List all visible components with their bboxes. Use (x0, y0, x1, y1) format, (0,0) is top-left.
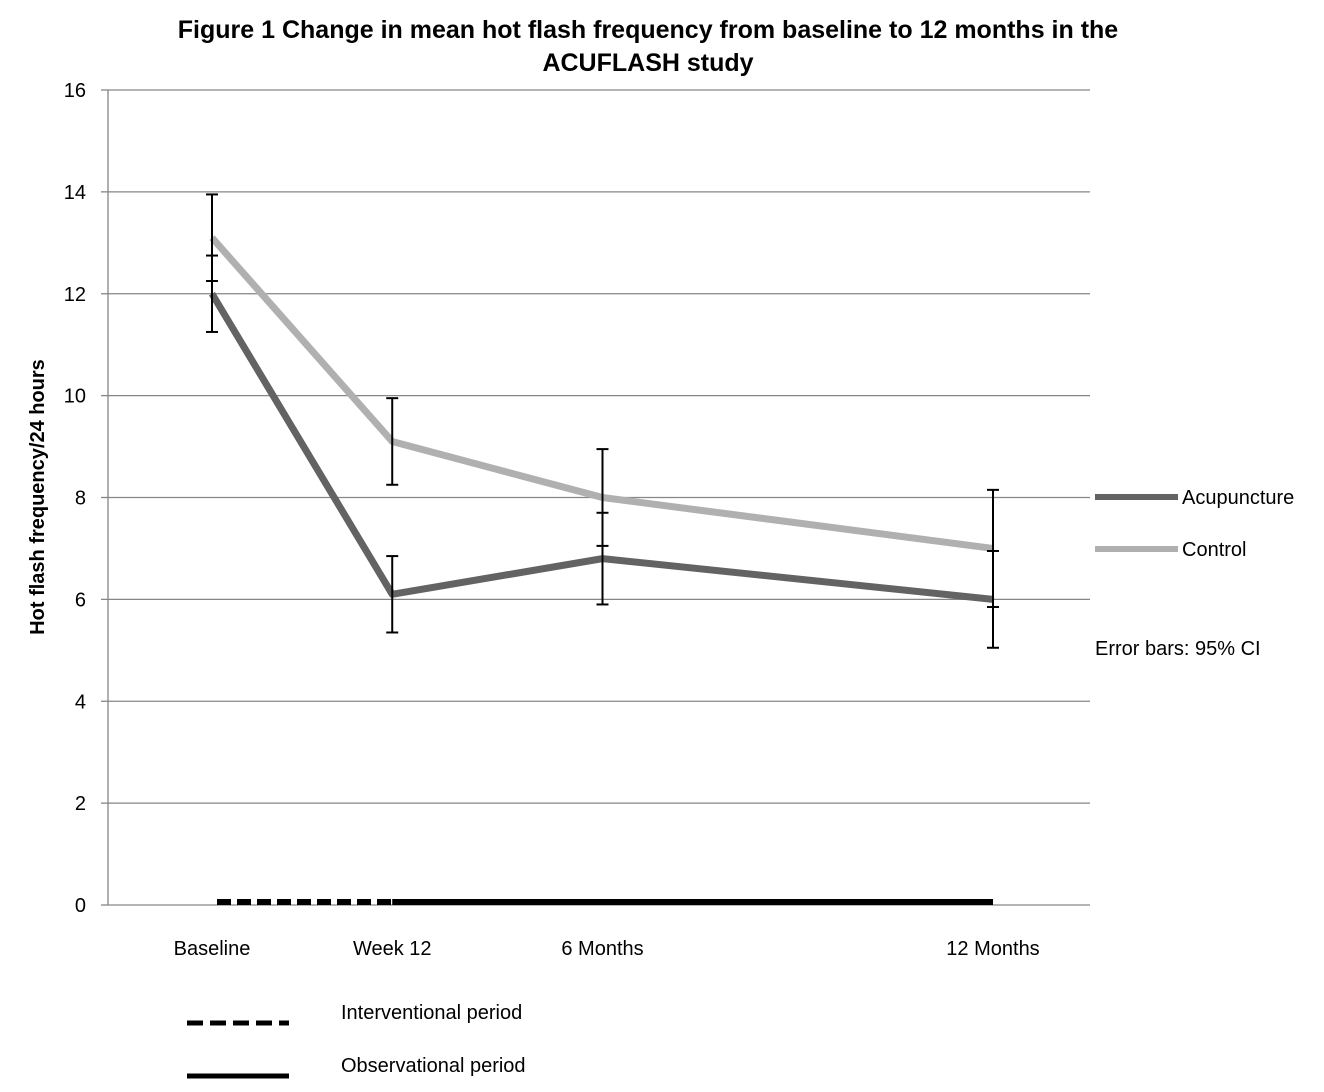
error-bar-control (987, 488, 999, 609)
x-tick-label: 12 Months (946, 938, 1039, 960)
x-tick-label: 6 Months (561, 938, 643, 960)
chart-title-line-2: ACUFLASH study (542, 49, 753, 77)
error-bar-control (206, 193, 218, 283)
period-legend: Interventional period Observational perio… (187, 1002, 526, 1079)
x-axis: Baseline Week 12 6 Months 12 Months (108, 904, 1090, 960)
chart-title: Figure 1 Change in mean hot flash freque… (178, 16, 1119, 77)
legend: Acupuncture Control (1095, 487, 1294, 561)
error-bars-note: Error bars: 95% CI (1095, 638, 1261, 660)
gridlines (108, 89, 1090, 804)
y-tick-label: 16 (64, 80, 86, 102)
error-bar-control (386, 397, 399, 486)
y-tick-label: 0 (75, 895, 86, 917)
period-legend-label: Observational period (341, 1055, 526, 1077)
y-tick-label: 4 (75, 691, 86, 713)
error-bar-control (596, 448, 609, 547)
y-axis-title: Hot flash frequency/24 hours (27, 359, 49, 635)
y-tick-label: 12 (64, 284, 86, 306)
y-tick-label: 6 (75, 589, 86, 611)
chart-title-line-1: Figure 1 Change in mean hot flash freque… (178, 16, 1119, 44)
y-tick-label: 8 (75, 488, 86, 510)
series-line-acupuncture (208, 291, 994, 603)
error-bar-acupuncture (386, 555, 399, 634)
y-tick-label: 10 (64, 386, 86, 408)
x-tick-label: Baseline (174, 938, 251, 960)
legend-label-control: Control (1182, 539, 1246, 561)
x-tick-label: Week 12 (353, 938, 432, 960)
y-tick-label: 2 (75, 793, 86, 815)
series-line-control (209, 235, 994, 552)
legend-label-acupuncture: Acupuncture (1182, 487, 1294, 509)
error-bars (206, 193, 999, 649)
period-legend-label: Interventional period (341, 1002, 522, 1024)
y-axis: 0 2 4 6 8 10 12 14 16 (64, 80, 109, 917)
y-tick-label: 14 (64, 182, 86, 204)
